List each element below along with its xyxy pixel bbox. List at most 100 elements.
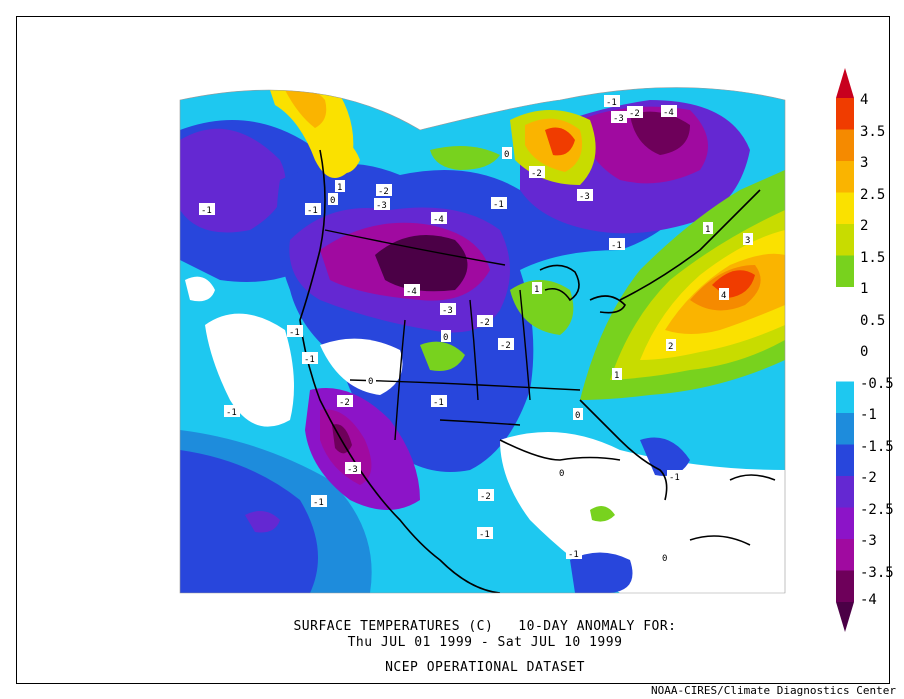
svg-text:1: 1: [614, 371, 619, 381]
colorbar-swatch-1-1.5: [836, 255, 854, 287]
contour-label: 0: [660, 551, 670, 564]
map-date-range: Thu JUL 01 1999 - Sat JUL 10 1999: [347, 635, 623, 650]
domain-outline: [179, 87, 786, 594]
anomaly-region-alaska-gold: [285, 87, 327, 128]
anomaly-region-plains-core: [375, 235, 468, 292]
svg-text:-2: -2: [531, 169, 542, 179]
colorbar: [836, 68, 854, 632]
contour-label: -3: [440, 303, 456, 316]
colorbar-label: 0.5: [860, 312, 886, 329]
anomaly-region-canada-core: [630, 111, 690, 155]
contour-label: -3: [577, 189, 593, 202]
colorbar-label: -1: [860, 407, 877, 423]
svg-text:-1: -1: [313, 498, 324, 508]
svg-text:-2: -2: [378, 187, 389, 197]
colorbar-swatch-m4-m3.5: [836, 570, 854, 602]
colorbar-label: 1.5: [860, 249, 886, 266]
contour-labels: -1 -2 -3 -4 -4 -3 -2 -2 -1 -2 -3 -3 -4 -…: [199, 95, 753, 564]
contour-label: -1: [199, 203, 215, 216]
contour-label: 4: [719, 288, 729, 301]
svg-text:4: 4: [721, 291, 726, 301]
colorbar-swatch-3.5-4: [836, 98, 854, 130]
anomaly-region-north-green: [430, 146, 500, 170]
colorbar-label: 1: [860, 281, 869, 297]
svg-text:1: 1: [337, 183, 342, 193]
svg-text:-3: -3: [376, 201, 387, 211]
anomaly-region-hudson-red: [545, 127, 575, 156]
contour-label: -1: [431, 395, 447, 408]
contour-label: -4: [661, 105, 677, 118]
svg-text:-1: -1: [669, 473, 680, 483]
svg-text:-3: -3: [613, 114, 624, 124]
svg-text:-2: -2: [339, 398, 350, 408]
svg-text:1: 1: [705, 225, 710, 235]
contour-label: 3: [743, 233, 753, 246]
svg-text:-1: -1: [568, 550, 579, 560]
svg-text:0: 0: [368, 377, 373, 387]
anomaly-region-bc-yellow: [330, 139, 360, 174]
colorbar-label: 0: [860, 344, 869, 360]
svg-text:-1: -1: [493, 200, 504, 210]
colorbar-cap-top: [836, 68, 854, 98]
contour-label: -1: [305, 203, 321, 216]
colorbar-label: 4: [860, 92, 869, 108]
colorbar-swatch-m2.5-m2: [836, 476, 854, 508]
svg-text:-4: -4: [433, 215, 444, 225]
map-title: SURFACE TEMPERATURES (C) 10-DAY ANOMALY …: [293, 619, 677, 634]
contour-label: 1: [335, 180, 345, 193]
political-borders: [324, 229, 581, 441]
colorbar-swatch-m1.5-m1: [836, 413, 854, 445]
svg-text:0: 0: [504, 150, 509, 160]
anomaly-region-pacific-white: [205, 313, 294, 427]
contour-label: -1: [302, 352, 318, 365]
contour-label: 1: [703, 222, 713, 235]
svg-text:-1: -1: [479, 530, 490, 540]
contour-label: -1: [491, 197, 507, 210]
contour-label: -3: [345, 462, 361, 475]
svg-text:-4: -4: [663, 108, 674, 118]
svg-text:-1: -1: [226, 408, 237, 418]
coastlines: [299, 149, 776, 593]
colorbar-swatch-m3-m2.5: [836, 507, 854, 539]
contour-label: 0: [441, 330, 451, 343]
contour-label: -2: [477, 315, 493, 328]
colorbar-swatch-m2-m1.5: [836, 444, 854, 476]
colorbar-swatch-m1-m0.5: [836, 381, 854, 413]
contour-label: 0: [502, 147, 512, 160]
colorbar-swatch-m3.5-m3: [836, 539, 854, 571]
svg-text:3: 3: [745, 236, 750, 246]
contour-label: -2: [376, 184, 392, 197]
contour-label: -2: [337, 395, 353, 408]
contour-label: 2: [666, 339, 676, 352]
contour-label: -3: [374, 198, 390, 211]
contour-label: -1: [224, 405, 240, 418]
svg-text:-1: -1: [606, 98, 617, 108]
contour-label: -1: [311, 495, 327, 508]
svg-text:0: 0: [330, 196, 335, 206]
contour-label: -3: [611, 111, 627, 124]
contour-label: 1: [532, 282, 542, 295]
svg-text:1: 1: [534, 285, 539, 295]
anomaly-region-pacific-white-2: [185, 276, 215, 302]
contour-label: -1: [604, 95, 620, 108]
colorbar-label: -3.5: [860, 564, 894, 581]
svg-text:0: 0: [662, 554, 667, 564]
contour-label: 0: [557, 466, 567, 479]
anomaly-region-gulf-green: [590, 506, 615, 522]
svg-text:-1: -1: [289, 328, 300, 338]
contour-label: -1: [609, 238, 625, 251]
svg-text:-3: -3: [579, 192, 590, 202]
map-dataset: NCEP OPERATIONAL DATASET: [385, 660, 585, 675]
contour-label: -4: [431, 212, 447, 225]
contour-label: -1: [287, 325, 303, 338]
anomaly-region-lakes-green: [510, 280, 574, 335]
colorbar-swatch-1.5-2: [836, 224, 854, 256]
svg-text:-2: -2: [500, 341, 511, 351]
credit-line: NOAA-CIRES/Climate Diagnostics Center: [650, 684, 896, 697]
colorbar-cap-bottom: [836, 602, 854, 632]
contour-label: -1: [667, 470, 683, 483]
colorbar-label: 2: [860, 218, 869, 234]
contour-label: -1: [477, 527, 493, 540]
contour-label: -4: [404, 284, 420, 297]
